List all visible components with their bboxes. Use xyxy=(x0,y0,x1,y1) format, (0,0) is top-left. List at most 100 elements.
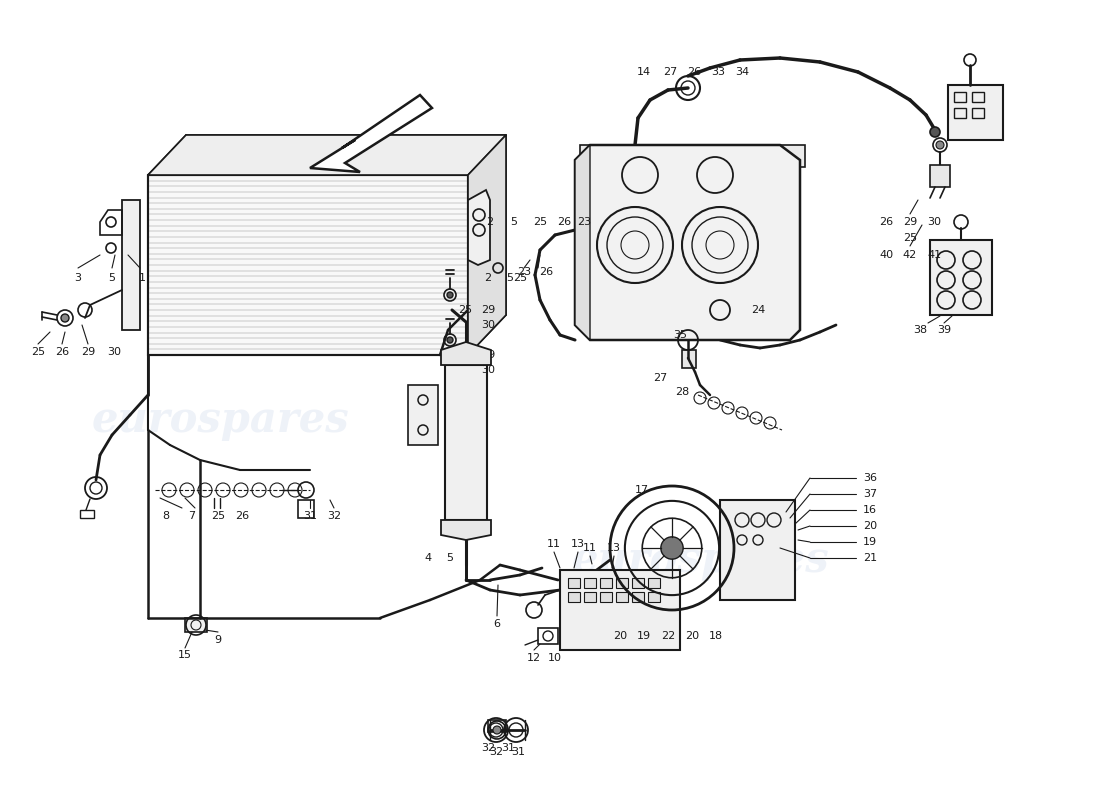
Bar xyxy=(446,365,487,520)
Circle shape xyxy=(60,314,69,322)
Bar xyxy=(488,720,506,732)
Text: 37: 37 xyxy=(862,489,877,499)
Text: 7: 7 xyxy=(188,511,196,521)
Text: eurospares: eurospares xyxy=(571,539,828,581)
Text: 31: 31 xyxy=(512,747,525,757)
Text: 25: 25 xyxy=(458,305,472,315)
Bar xyxy=(560,570,680,650)
Text: 5: 5 xyxy=(506,273,514,283)
Polygon shape xyxy=(575,145,800,340)
Text: 1: 1 xyxy=(139,273,145,283)
Text: 3: 3 xyxy=(75,273,81,283)
Text: 22: 22 xyxy=(661,631,675,641)
Bar xyxy=(584,592,596,602)
Bar xyxy=(568,592,580,602)
Circle shape xyxy=(493,726,500,734)
Text: 32: 32 xyxy=(327,511,341,521)
Text: 21: 21 xyxy=(862,553,877,563)
Circle shape xyxy=(447,337,453,343)
Circle shape xyxy=(936,141,944,149)
Text: 25: 25 xyxy=(513,273,527,283)
Text: 30: 30 xyxy=(107,347,121,357)
Text: 2: 2 xyxy=(484,273,492,283)
Text: 38: 38 xyxy=(913,325,927,335)
Circle shape xyxy=(930,127,940,137)
Polygon shape xyxy=(441,520,491,540)
Text: 41: 41 xyxy=(927,250,942,260)
Polygon shape xyxy=(575,145,590,340)
Text: 5: 5 xyxy=(510,217,517,227)
Text: 29: 29 xyxy=(81,347,95,357)
Text: 30: 30 xyxy=(481,365,495,375)
Polygon shape xyxy=(468,135,506,355)
Text: 6: 6 xyxy=(494,619,501,629)
Bar xyxy=(148,175,468,355)
Bar xyxy=(930,165,950,187)
Bar xyxy=(298,500,314,518)
Text: 34: 34 xyxy=(735,67,749,77)
Bar xyxy=(584,578,596,588)
Text: 25: 25 xyxy=(211,511,226,521)
Text: 26: 26 xyxy=(539,267,553,277)
Text: 28: 28 xyxy=(675,387,689,397)
Bar xyxy=(954,108,966,118)
Text: 4: 4 xyxy=(425,553,431,563)
Text: 40: 40 xyxy=(879,250,893,260)
Bar xyxy=(648,592,660,602)
Circle shape xyxy=(447,292,453,298)
Text: 23: 23 xyxy=(576,217,591,227)
Bar xyxy=(538,628,558,644)
Text: 9: 9 xyxy=(214,635,221,645)
Text: 20: 20 xyxy=(862,521,877,531)
Text: 13: 13 xyxy=(571,539,585,549)
Text: 33: 33 xyxy=(711,67,725,77)
Text: 23: 23 xyxy=(517,267,531,277)
Bar xyxy=(948,85,1003,140)
Text: 31: 31 xyxy=(302,511,317,521)
Text: 14: 14 xyxy=(637,67,651,77)
Text: eurospares: eurospares xyxy=(91,399,349,441)
Text: 15: 15 xyxy=(178,650,192,660)
Text: 16: 16 xyxy=(864,505,877,515)
Bar xyxy=(682,350,696,368)
Bar xyxy=(632,592,644,602)
Bar xyxy=(185,618,207,632)
Text: 12: 12 xyxy=(527,653,541,663)
Text: 13: 13 xyxy=(607,543,621,553)
Text: 19: 19 xyxy=(637,631,651,641)
Bar xyxy=(568,578,580,588)
Text: 20: 20 xyxy=(685,631,700,641)
Text: 29: 29 xyxy=(481,305,495,315)
Bar xyxy=(616,578,628,588)
Bar xyxy=(600,592,612,602)
Text: 2: 2 xyxy=(486,217,494,227)
Text: 39: 39 xyxy=(937,325,952,335)
Bar xyxy=(720,500,795,600)
Bar xyxy=(714,320,727,338)
Text: 25: 25 xyxy=(903,233,917,243)
Text: 26: 26 xyxy=(458,350,472,360)
Text: 26: 26 xyxy=(557,217,571,227)
Polygon shape xyxy=(310,95,432,172)
Bar xyxy=(954,92,966,102)
Text: 26: 26 xyxy=(879,217,893,227)
Text: 17: 17 xyxy=(635,485,649,495)
Text: 27: 27 xyxy=(653,373,667,383)
Text: 24: 24 xyxy=(751,305,766,315)
Bar xyxy=(632,578,644,588)
Text: 36: 36 xyxy=(864,473,877,483)
Bar xyxy=(648,578,660,588)
Text: 26: 26 xyxy=(235,511,249,521)
Text: 5: 5 xyxy=(447,553,453,563)
Polygon shape xyxy=(148,135,506,175)
Bar xyxy=(600,578,612,588)
Bar xyxy=(80,510,94,518)
Text: 29: 29 xyxy=(481,350,495,360)
Polygon shape xyxy=(468,190,490,265)
Text: 27: 27 xyxy=(663,67,678,77)
Text: 11: 11 xyxy=(583,543,597,553)
Bar xyxy=(972,92,984,102)
Text: 25: 25 xyxy=(532,217,547,227)
Text: 42: 42 xyxy=(903,250,917,260)
Text: 11: 11 xyxy=(547,539,561,549)
